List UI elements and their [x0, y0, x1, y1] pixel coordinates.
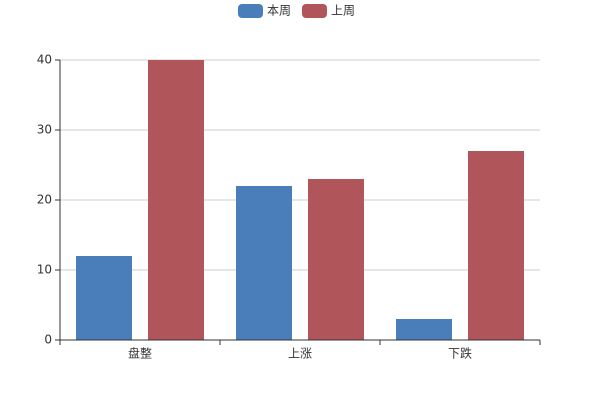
bar — [308, 179, 364, 340]
y-tick-label: 0 — [44, 333, 52, 347]
x-tick-label: 上涨 — [288, 346, 312, 361]
bar — [396, 319, 452, 340]
legend-swatch — [238, 4, 263, 18]
legend-swatch — [302, 4, 327, 18]
y-tick-label: 30 — [37, 123, 52, 137]
bar — [236, 186, 292, 340]
bar — [468, 151, 524, 340]
bar — [148, 60, 204, 340]
bar — [76, 256, 132, 340]
y-tick-label: 40 — [37, 53, 52, 67]
y-tick-label: 20 — [37, 193, 52, 207]
y-tick-label: 10 — [37, 263, 52, 277]
x-tick-label: 下跌 — [448, 346, 472, 361]
legend-label: 上周 — [331, 4, 355, 18]
legend-label: 本周 — [267, 4, 291, 18]
x-tick-label: 盘整 — [128, 346, 152, 361]
